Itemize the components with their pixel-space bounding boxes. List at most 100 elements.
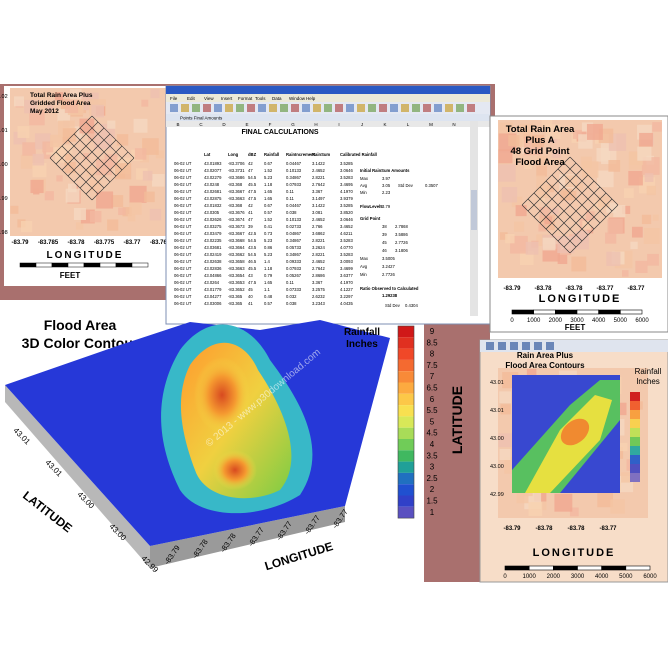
toolbar-icon[interactable] [412, 104, 420, 112]
toolbar-icon[interactable] [247, 104, 255, 112]
tab-bar [166, 114, 490, 121]
cell: -83.3706 [228, 161, 245, 166]
radar-cell [104, 154, 118, 168]
toolbar-icon[interactable] [401, 104, 409, 112]
toolbar-icon[interactable] [236, 104, 244, 112]
legend-swatch [398, 393, 414, 406]
sheet-title: FINAL CALCULATIONS [241, 129, 318, 136]
cell: 47 [248, 168, 253, 173]
menu-item: View [204, 96, 214, 101]
scale-segment [553, 565, 578, 571]
legend-title: Inches [636, 377, 660, 386]
toolbar-icon[interactable] [335, 104, 343, 112]
toolbar-icon[interactable] [291, 104, 299, 112]
cell: 3.2297 [340, 294, 353, 299]
toolbar-icon[interactable] [368, 104, 376, 112]
toolbar-icon[interactable] [214, 104, 222, 112]
toolbar-icon[interactable] [225, 104, 233, 112]
toolbar-icon[interactable] [170, 104, 178, 112]
radar-cell [514, 221, 525, 232]
scale-label: 1000 [527, 318, 541, 324]
radar-cell [536, 165, 547, 177]
cell: 4.1970 [340, 189, 353, 194]
y-tick-label: 43.00 [490, 436, 504, 442]
radar-cell [596, 148, 611, 162]
cell: 3.2624 [312, 245, 325, 250]
toolbar-icon[interactable] [302, 104, 310, 112]
toolbar-icon[interactable] [280, 104, 288, 112]
toolbar-icon[interactable] [346, 104, 354, 112]
toolbar-icon[interactable] [498, 342, 506, 350]
legend-swatch [630, 428, 640, 437]
chart-title: 3D Color Contour [22, 335, 139, 351]
toolbar-icon[interactable] [445, 104, 453, 112]
radar-cell [129, 202, 142, 215]
toolbar-icon[interactable] [313, 104, 321, 112]
grid-line [569, 204, 619, 254]
radar-cell [44, 191, 54, 201]
radar-cell [508, 135, 520, 147]
radar-cell [622, 270, 629, 277]
radar-cell [142, 170, 153, 181]
toolbar-icon[interactable] [423, 104, 431, 112]
column-header-label: RainIncrement [286, 152, 316, 157]
cell: 0.57 [264, 210, 273, 215]
cell: -83.3667 [228, 189, 245, 194]
sheet-tab: Points Final Amounts [180, 116, 223, 121]
toolbar-icon[interactable] [546, 342, 554, 350]
legend-swatch [398, 427, 414, 439]
peak [194, 357, 250, 433]
radar-cell [107, 219, 119, 231]
toolbar-icon[interactable] [258, 104, 266, 112]
radar-cell [510, 235, 528, 254]
toolbar-icon[interactable] [357, 104, 365, 112]
cell: 1.65 [264, 196, 273, 201]
toolbar-icon[interactable] [269, 104, 277, 112]
menu-item: Insert [221, 96, 233, 101]
legend-label: 8 [430, 350, 435, 359]
toolbar-icon[interactable] [192, 104, 200, 112]
toolbar-icon[interactable] [434, 104, 442, 112]
scrollbar-thumb[interactable] [471, 190, 477, 230]
radar-cell [586, 123, 603, 140]
side-cell: 0.4304 [405, 303, 418, 308]
map-title: May 2012 [30, 108, 59, 115]
toolbar-icon[interactable] [379, 104, 387, 112]
cell: 0.04467 [286, 203, 302, 208]
cell: 43.01832 [204, 203, 222, 208]
legend-label: 3 [430, 463, 435, 472]
cell: 3.367 [312, 280, 323, 285]
scale-label: 4000 [595, 574, 609, 580]
legend-swatch [398, 461, 414, 473]
radar-cell [528, 502, 543, 516]
scale-segment [504, 565, 530, 571]
cell: 2.4652 [312, 217, 325, 222]
cell: 45.5 [248, 182, 257, 187]
scale-label: 2000 [549, 318, 563, 324]
cell: 06-02 UT [174, 203, 192, 208]
toolbar-icon[interactable] [522, 342, 530, 350]
legend-label: 6 [430, 395, 435, 404]
toolbar-icon[interactable] [467, 104, 475, 112]
column-letter: K [383, 122, 386, 127]
toolbar-icon[interactable] [181, 104, 189, 112]
toolbar-icon[interactable] [390, 104, 398, 112]
toolbar-icon[interactable] [486, 342, 494, 350]
cell: 06-02 UT [174, 266, 192, 271]
cell: 06-02 UT [174, 189, 192, 194]
legend-label: 9 [430, 327, 435, 336]
toolbar-icon[interactable] [324, 104, 332, 112]
y-tick-label: .01 [0, 128, 8, 134]
radar-cell [501, 186, 518, 203]
toolbar-icon[interactable] [534, 342, 542, 350]
cell: -83.3653 [228, 280, 245, 285]
toolbar-icon[interactable] [456, 104, 464, 112]
y-tick-label: 43.01 [490, 380, 504, 386]
cell: 39 [248, 224, 253, 229]
chart-title: Flood Area [44, 317, 117, 333]
toolbar-icon[interactable] [203, 104, 211, 112]
toolbar-icon[interactable] [510, 342, 518, 350]
scale-segment [577, 565, 602, 571]
side-cell: Max [360, 256, 369, 261]
side-cell: 3.5005 [382, 256, 395, 261]
